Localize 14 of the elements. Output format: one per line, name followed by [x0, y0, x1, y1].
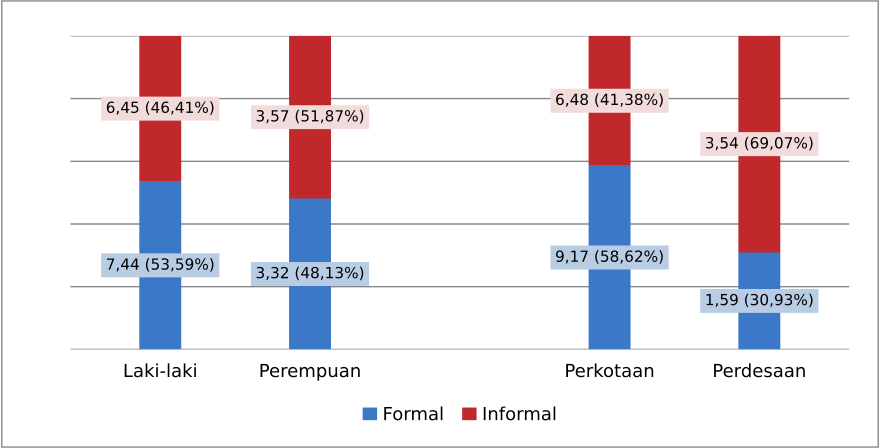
data-label: 3,54 (69,07%)	[706, 136, 813, 150]
data-label: 3,32 (48,13%)	[256, 266, 364, 280]
data-label: 7,44 (53,59%)	[106, 258, 214, 272]
legend-label: Informal	[484, 406, 556, 420]
data-label: 6,48 (41,38%)	[556, 93, 663, 107]
x-tick-label: Perempuan	[260, 364, 360, 381]
data-label: 3,57 (51,87%)	[256, 110, 364, 124]
data-label: 6,45 (46,41%)	[106, 101, 214, 115]
data-label: 9,17 (58,62%)	[556, 250, 663, 264]
data-label: 1,59 (30,93%)	[706, 294, 813, 308]
x-tick-label: Perkotaan	[566, 363, 654, 378]
x-tick-label: Laki-laki	[124, 363, 196, 378]
x-tick-label: Perdesaan	[714, 363, 805, 378]
legend-label: Formal	[384, 406, 442, 420]
